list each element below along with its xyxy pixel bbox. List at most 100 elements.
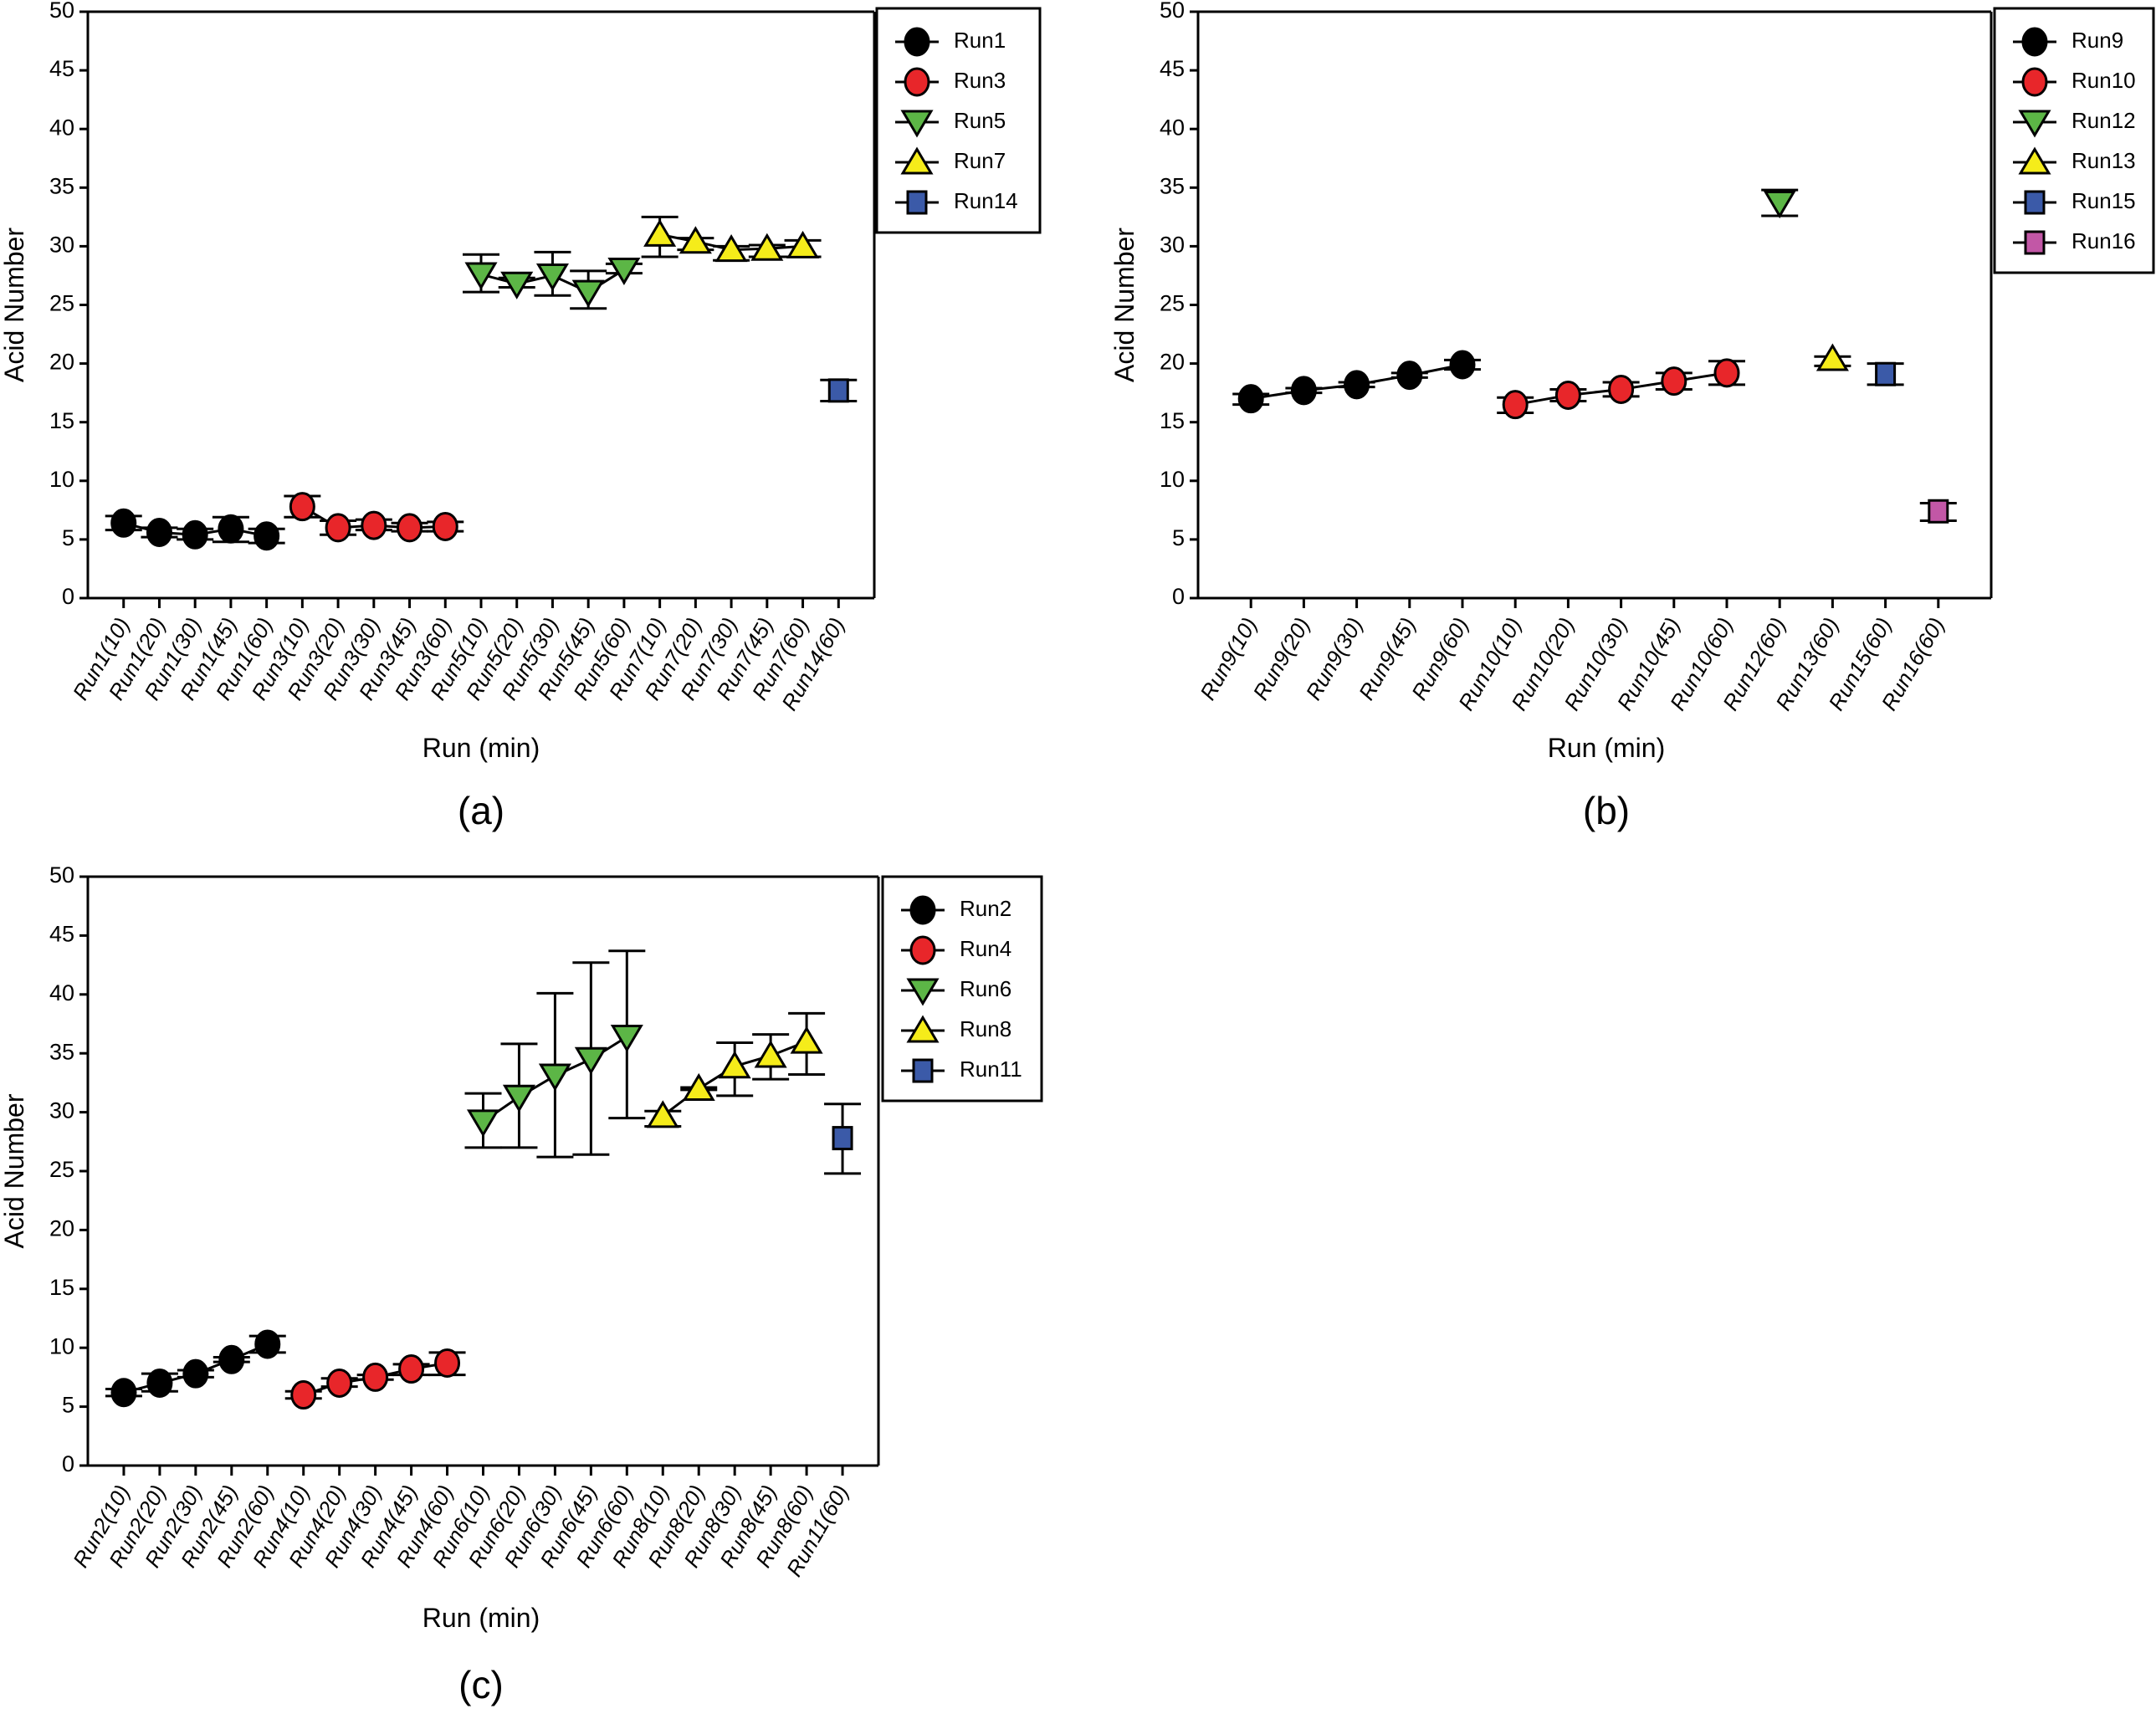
y-tick-label: 50 bbox=[49, 0, 74, 23]
legend-box bbox=[875, 7, 1042, 234]
data-point bbox=[464, 262, 498, 290]
y-tick-label: 50 bbox=[1160, 0, 1185, 23]
y-tick-label: 40 bbox=[49, 980, 74, 1005]
data-point bbox=[110, 508, 137, 538]
data-point bbox=[538, 1063, 571, 1092]
data-point bbox=[500, 271, 534, 299]
legend-label: Run6 bbox=[960, 976, 1011, 1001]
data-point bbox=[790, 1026, 823, 1054]
series-run11 bbox=[824, 1103, 862, 1175]
series-run7 bbox=[641, 215, 822, 263]
data-point bbox=[643, 218, 677, 247]
legend-label: Run11 bbox=[960, 1057, 1022, 1082]
y-tick-label: 10 bbox=[1160, 467, 1185, 492]
series-run14 bbox=[820, 378, 858, 403]
panel-label: (a) bbox=[458, 789, 504, 832]
x-axis-title: Run (min) bbox=[1548, 733, 1665, 763]
data-point bbox=[502, 1084, 535, 1113]
y-tick-label: 30 bbox=[49, 1098, 74, 1123]
legend-marker-circle-icon bbox=[2021, 67, 2048, 97]
legend-label: Run15 bbox=[2072, 188, 2136, 213]
y-tick-label: 5 bbox=[62, 1393, 74, 1418]
legend-marker-triangle-down-icon bbox=[906, 978, 940, 1006]
series-run15 bbox=[1867, 361, 1904, 386]
y-tick-label: 35 bbox=[49, 1039, 74, 1064]
legend-marker-triangle-up-icon bbox=[906, 1015, 940, 1043]
y-tick-label: 25 bbox=[49, 291, 74, 316]
legend-label: Run10 bbox=[2072, 68, 2136, 93]
data-point bbox=[610, 1024, 643, 1053]
series-run13 bbox=[1814, 343, 1851, 371]
series-run2 bbox=[105, 1329, 286, 1408]
data-point bbox=[607, 257, 641, 285]
data-point bbox=[1237, 384, 1264, 414]
y-tick-label: 45 bbox=[49, 56, 74, 81]
series-run12 bbox=[1761, 188, 1799, 219]
legend-marker-square-icon bbox=[912, 1058, 934, 1083]
series-run3 bbox=[284, 492, 464, 543]
series-run10 bbox=[1497, 358, 1745, 420]
data-point bbox=[289, 492, 315, 522]
legend-marker-square-icon bbox=[2024, 230, 2046, 255]
y-axis-title: Acid Number bbox=[1109, 228, 1139, 382]
series-run1 bbox=[105, 508, 285, 551]
y-tick-label: 20 bbox=[1160, 350, 1185, 375]
data-point bbox=[1449, 350, 1476, 380]
y-tick-label: 45 bbox=[49, 922, 74, 947]
x-axis-title: Run (min) bbox=[422, 1603, 540, 1633]
series-run6 bbox=[464, 949, 646, 1159]
chart-panel-3: 05101520253035404550Run2(10)Run2(20)Run2… bbox=[0, 862, 1043, 1706]
series-run8 bbox=[644, 1011, 826, 1128]
data-point bbox=[1502, 390, 1529, 420]
y-axis-title: Acid Number bbox=[0, 228, 29, 382]
panel-label: (c) bbox=[458, 1663, 504, 1706]
data-point bbox=[1928, 499, 1949, 524]
data-point bbox=[146, 517, 172, 547]
data-point bbox=[832, 1126, 853, 1151]
series-run5 bbox=[463, 250, 643, 310]
x-axis-title: Run (min) bbox=[422, 733, 540, 763]
y-tick-label: 50 bbox=[49, 862, 74, 888]
series-run4 bbox=[284, 1348, 466, 1410]
legend-label: Run9 bbox=[2072, 28, 2123, 53]
legend-marker-triangle-up-icon bbox=[900, 146, 934, 175]
y-tick-label: 20 bbox=[49, 350, 74, 375]
data-point bbox=[786, 230, 820, 258]
y-tick-label: 10 bbox=[49, 1333, 74, 1358]
y-tick-label: 15 bbox=[49, 408, 74, 433]
legend-label: Run16 bbox=[2072, 228, 2136, 253]
data-point bbox=[182, 519, 208, 550]
y-tick-label: 40 bbox=[1160, 115, 1185, 140]
data-point bbox=[1554, 380, 1581, 410]
y-tick-label: 30 bbox=[1160, 233, 1185, 258]
y-tick-label: 40 bbox=[49, 115, 74, 140]
legend-label: Run14 bbox=[954, 188, 1018, 213]
data-point bbox=[1608, 374, 1635, 404]
y-tick-label: 0 bbox=[1172, 584, 1185, 609]
data-point bbox=[254, 1329, 281, 1359]
y-tick-label: 25 bbox=[49, 1157, 74, 1182]
data-point bbox=[1763, 191, 1796, 219]
data-point bbox=[110, 1378, 137, 1408]
data-point bbox=[571, 279, 605, 308]
data-point bbox=[182, 1358, 209, 1389]
legend-marker-triangle-down-icon bbox=[2018, 110, 2051, 138]
data-point bbox=[146, 1368, 173, 1398]
legend-marker-triangle-up-icon bbox=[2018, 146, 2051, 175]
chart-panel-1: 05101520253035404550Run1(10)Run1(20)Run1… bbox=[0, 0, 1042, 832]
data-point bbox=[218, 1344, 245, 1374]
legend-marker-circle-icon bbox=[904, 27, 930, 57]
y-tick-label: 20 bbox=[49, 1216, 74, 1241]
legend-marker-square-icon bbox=[2024, 190, 2046, 215]
y-tick-label: 25 bbox=[1160, 291, 1185, 316]
data-point bbox=[253, 521, 280, 551]
data-point bbox=[679, 226, 712, 254]
y-tick-label: 10 bbox=[49, 467, 74, 492]
y-tick-label: 0 bbox=[62, 584, 74, 609]
y-tick-label: 35 bbox=[1160, 173, 1185, 198]
legend-label: Run4 bbox=[960, 936, 1011, 961]
legend: Run1 Run3 Run5 Run7 Run14 bbox=[875, 7, 1042, 234]
data-point bbox=[1344, 370, 1370, 400]
data-point bbox=[646, 1100, 679, 1128]
data-point bbox=[290, 1380, 317, 1410]
